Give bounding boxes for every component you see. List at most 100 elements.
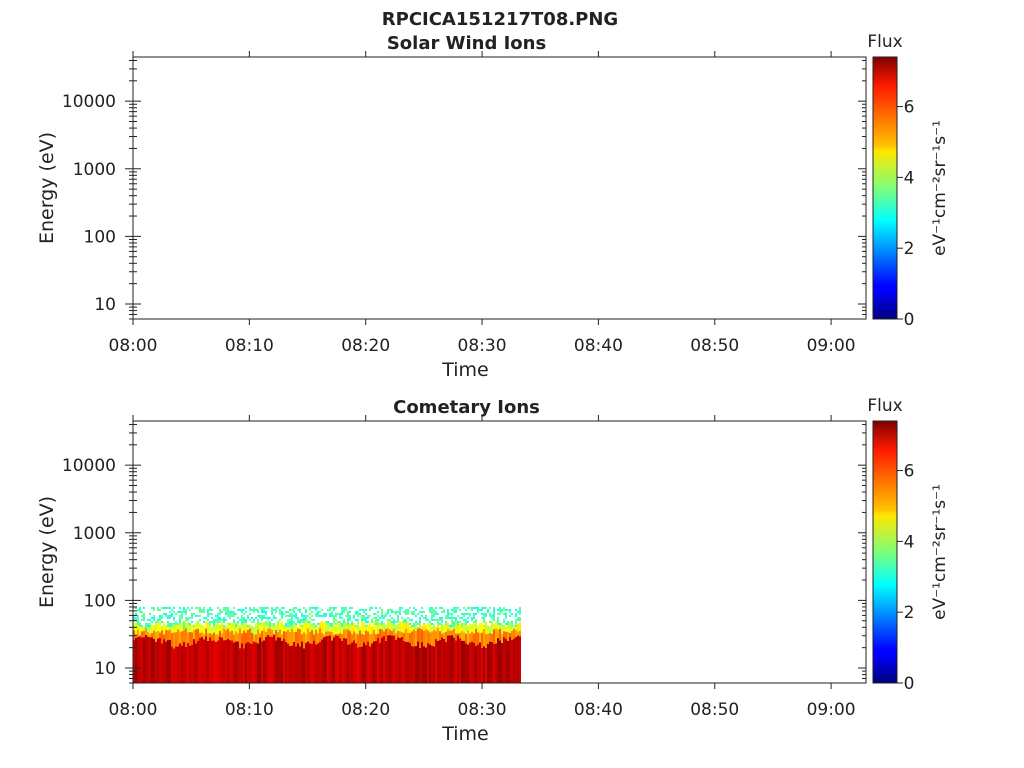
heatmap-cell: [315, 626, 317, 630]
heatmap-cell: [399, 612, 401, 615]
heatmap-cell: [497, 620, 499, 623]
heatmap-cell: [479, 632, 481, 643]
heatmap-cell: [301, 624, 303, 627]
heatmap-cell: [171, 614, 173, 617]
heatmap-cell: [141, 624, 143, 627]
heatmap-cell: [223, 640, 225, 683]
heatmap-cell: [349, 610, 351, 613]
heatmap-cell: [405, 608, 407, 611]
heatmap-cell: [497, 629, 499, 638]
heatmap-cell: [421, 606, 423, 609]
heatmap-cell: [353, 614, 355, 617]
heatmap-cell: [311, 623, 313, 631]
heatmap-cell: [519, 618, 521, 621]
heatmap-cell: [235, 624, 237, 627]
heatmap-cell: [369, 608, 371, 611]
heatmap-cell: [223, 628, 225, 641]
x-tick-label: 08:20: [341, 700, 390, 720]
colorbar-tick-label: 4: [904, 532, 915, 552]
heatmap-cell: [165, 629, 167, 642]
heatmap-cell: [307, 641, 309, 683]
heatmap-cell: [419, 610, 421, 613]
heatmap-cell: [191, 624, 193, 633]
heatmap-cell: [387, 608, 389, 611]
heatmap-cell: [355, 625, 357, 634]
heatmap-cell: [139, 610, 141, 613]
heatmap-cell: [347, 610, 349, 613]
heatmap-cell: [133, 640, 135, 683]
heatmap-cell: [279, 610, 281, 613]
heatmap-cell: [323, 637, 325, 683]
heatmap-cell: [207, 640, 209, 683]
heatmap-cell: [195, 614, 197, 617]
heatmap-cell: [437, 628, 439, 641]
heatmap-cell: [301, 620, 303, 623]
heatmap-cell: [471, 624, 473, 632]
heatmap-cell: [325, 612, 327, 615]
heatmap-cell: [193, 639, 195, 683]
heatmap-cell: [233, 612, 235, 615]
heatmap-cell: [351, 634, 353, 643]
heatmap-cell: [235, 625, 237, 632]
heatmap-cell: [341, 640, 343, 683]
heatmap-cell: [391, 620, 393, 623]
heatmap-cell: [417, 628, 419, 642]
heatmap-cell: [199, 608, 201, 611]
heatmap-cell: [245, 618, 247, 621]
heatmap-cell: [247, 624, 249, 627]
heatmap-cell: [267, 634, 269, 683]
heatmap-cell: [349, 616, 351, 619]
heatmap-cell: [429, 620, 431, 623]
heatmap-cell: [361, 608, 363, 611]
x-axis: 08:00 08:10 08:20 08:30 08:40 08:50 09:00 Time: [109, 51, 856, 381]
heatmap-cell: [213, 624, 215, 627]
heatmap-cell: [167, 622, 169, 625]
heatmap-cell: [411, 625, 413, 632]
heatmap-cell: [185, 628, 187, 647]
heatmap-cell: [219, 624, 221, 631]
heatmap-cell: [387, 610, 389, 613]
heatmap-cell: [487, 625, 489, 634]
heatmap-cell: [493, 623, 495, 630]
heatmap-cell: [197, 620, 199, 623]
heatmap-cell: [493, 606, 495, 609]
heatmap-cell: [223, 624, 225, 627]
heatmap-cell: [273, 616, 275, 619]
heatmap-cell: [311, 614, 313, 617]
heatmap-cell: [305, 614, 307, 617]
heatmap-cell: [309, 632, 311, 644]
heatmap-cell: [363, 634, 365, 643]
heatmap-cell: [223, 618, 225, 621]
heatmap-cell: [305, 608, 307, 611]
heatmap-cell: [255, 634, 257, 643]
heatmap-cell: [353, 616, 355, 619]
heatmap-cell: [343, 637, 345, 683]
heatmap-cell: [405, 620, 407, 623]
heatmap-cell: [145, 628, 147, 635]
heatmap-cell: [171, 632, 173, 647]
heatmap-cell: [153, 618, 155, 621]
heatmap-cell: [381, 629, 383, 638]
heatmap-cell: [399, 610, 401, 613]
heatmap-cell: [167, 620, 169, 623]
heatmap-cell: [263, 629, 265, 641]
heatmap-cell: [501, 633, 503, 643]
heatmap-cell: [401, 606, 403, 609]
heatmap-cell: [189, 623, 191, 632]
heatmap-cell: [453, 622, 455, 625]
heatmap-cell: [501, 608, 503, 611]
heatmap-cell: [179, 618, 181, 621]
heatmap-cell: [179, 620, 181, 623]
heatmap-cell: [259, 606, 261, 609]
heatmap-cell: [325, 620, 327, 623]
heatmap-cell: [477, 625, 479, 633]
heatmap-cell: [377, 638, 379, 683]
heatmap-cell: [323, 634, 325, 638]
heatmap-cell: [325, 636, 327, 683]
heatmap-cell: [383, 631, 385, 636]
heatmap-cell: [397, 624, 399, 631]
heatmap-cell: [483, 616, 485, 619]
heatmap-cell: [467, 612, 469, 615]
heatmap-cell: [167, 626, 169, 631]
